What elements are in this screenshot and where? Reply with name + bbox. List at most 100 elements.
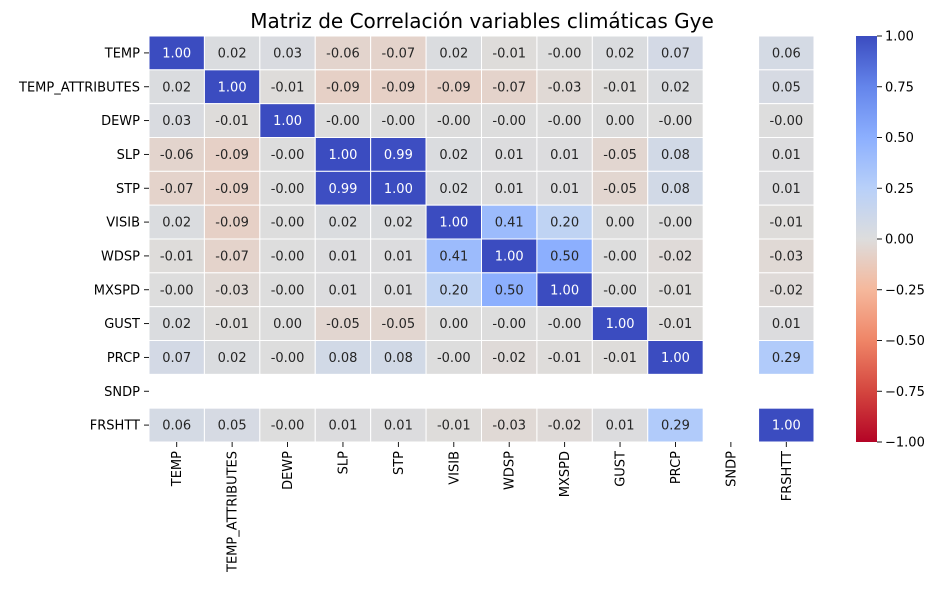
- cell-value-label: -0.07: [382, 46, 416, 61]
- cell-value-label: 0.29: [772, 351, 801, 366]
- heatmap-cell: [536, 69, 593, 105]
- cell-value-label: -0.01: [659, 283, 693, 298]
- heatmap-cell: [425, 238, 483, 274]
- heatmap-cell: [591, 306, 649, 341]
- cell-value-label: -0.03: [215, 283, 249, 298]
- cell-value-label: -0.01: [492, 46, 526, 61]
- heatmap-cell: [758, 69, 815, 105]
- cell-value-label: -0.03: [548, 80, 582, 95]
- heatmap-cell: [647, 170, 704, 206]
- cell-value-label: 0.01: [550, 182, 579, 197]
- y-tick-label: SNDP: [104, 385, 140, 400]
- heatmap-cell: [259, 69, 316, 105]
- heatmap-cell: [259, 306, 316, 341]
- cell-value-label: -0.05: [603, 182, 637, 197]
- cell-value-label: -0.00: [326, 114, 360, 129]
- cell-value-label: -0.00: [271, 148, 305, 163]
- heatmap-cell: [591, 170, 649, 206]
- cell-value-label: -0.00: [603, 249, 637, 264]
- colorbar-tick-label: −1.00: [885, 436, 925, 451]
- cell-value-label: 0.99: [384, 148, 413, 163]
- heatmap-cell: [591, 137, 649, 172]
- heatmap-cell: [148, 69, 205, 105]
- cell-value-label: 0.50: [495, 283, 524, 298]
- cell-value-label: 0.08: [661, 182, 690, 197]
- y-tick-label: MXSPD: [94, 283, 140, 298]
- cell-value-label: 0.02: [661, 80, 690, 95]
- cell-value-label: -0.05: [382, 317, 416, 332]
- heatmap-cell: [203, 272, 261, 308]
- heatmap-cell: [425, 407, 483, 443]
- cell-value-label: -0.01: [603, 80, 637, 95]
- cell-value-label: -0.00: [659, 114, 693, 129]
- y-tick-label: TEMP_ATTRIBUTES: [18, 80, 140, 95]
- heatmap-cell: [203, 170, 261, 206]
- heatmap-cell: [425, 204, 483, 240]
- cell-value-label: -0.09: [215, 216, 249, 231]
- heatmap-cell: [314, 238, 372, 274]
- heatmap-cell: [370, 272, 427, 308]
- cell-value-label: -0.00: [271, 419, 305, 434]
- heatmap-cell: [259, 238, 316, 274]
- heatmap-cell: [148, 170, 205, 206]
- heatmap-cell: [647, 306, 704, 341]
- cell-value-label: -0.05: [603, 148, 637, 163]
- cell-value-label: 0.01: [606, 419, 635, 434]
- cell-value-label: -0.00: [492, 114, 526, 129]
- heatmap-cell: [314, 137, 372, 172]
- cell-value-label: -0.03: [492, 419, 526, 434]
- cell-value-label: -0.02: [659, 249, 693, 264]
- cell-value-label: -0.05: [326, 317, 360, 332]
- cell-value-label: 0.00: [606, 216, 635, 231]
- cell-value-label: -0.07: [215, 249, 249, 264]
- heatmap-cell: [591, 238, 649, 274]
- cell-value-label: 1.00: [218, 80, 247, 95]
- heatmap-cell: [591, 407, 649, 443]
- heatmap-cell: [758, 272, 815, 308]
- heatmap-cell: [536, 340, 593, 375]
- y-tick-label: TEMP: [104, 46, 140, 61]
- cell-value-label: -0.01: [215, 317, 249, 332]
- colorbar-tick-label: −0.75: [885, 385, 925, 400]
- cell-value-label: 0.08: [384, 351, 413, 366]
- cell-value-label: 0.02: [328, 216, 357, 231]
- cell-value-label: -0.01: [271, 80, 305, 95]
- heatmap-cell: [314, 340, 372, 375]
- heatmap-cell: [148, 238, 205, 274]
- cell-value-label: 0.50: [550, 249, 579, 264]
- heatmap-cell: [425, 69, 483, 105]
- cell-value-label: -0.02: [492, 351, 526, 366]
- cell-value-label: 1.00: [661, 351, 690, 366]
- x-tick-label: MXSPD: [558, 451, 573, 497]
- cell-value-label: 1.00: [772, 419, 801, 434]
- cell-value-label: 0.05: [218, 419, 247, 434]
- cell-value-label: 0.02: [439, 46, 468, 61]
- cell-value-label: -0.00: [548, 317, 582, 332]
- cell-value-label: 1.00: [550, 283, 579, 298]
- cell-value-label: -0.01: [548, 351, 582, 366]
- cell-value-label: 0.29: [661, 419, 690, 434]
- cell-value-label: 0.02: [162, 216, 191, 231]
- heatmap-cell: [758, 170, 815, 206]
- colorbar-tick-label: −0.25: [885, 283, 925, 298]
- heatmap-cell: [370, 69, 427, 105]
- heatmap-cells: 1.00 0.02 0.03 -0.06 -0.07 0.02 -0.01 -0.00 0.02…: [148, 35, 815, 443]
- cell-value-label: -0.06: [326, 46, 360, 61]
- heatmap-cell: [148, 306, 205, 341]
- cell-value-label: 1.00: [439, 216, 468, 231]
- x-tick-label: STP: [392, 451, 407, 475]
- cell-value-label: 0.41: [495, 216, 524, 231]
- colorbar-tick-label: −0.50: [885, 334, 925, 349]
- heatmap-cell: [758, 35, 815, 71]
- cell-value-label: 0.02: [162, 317, 191, 332]
- cell-value-label: 0.01: [772, 148, 801, 163]
- heatmap-cell: [425, 340, 483, 375]
- heatmap-cell: [647, 69, 704, 105]
- cell-value-label: 1.00: [328, 148, 357, 163]
- heatmap-cell: [370, 340, 427, 375]
- heatmap-cell: [148, 204, 205, 240]
- cell-value-label: -0.07: [492, 80, 526, 95]
- x-tick-label: TEMP: [170, 451, 185, 487]
- y-tick-label: VISIB: [106, 216, 140, 231]
- cell-value-label: -0.00: [271, 351, 305, 366]
